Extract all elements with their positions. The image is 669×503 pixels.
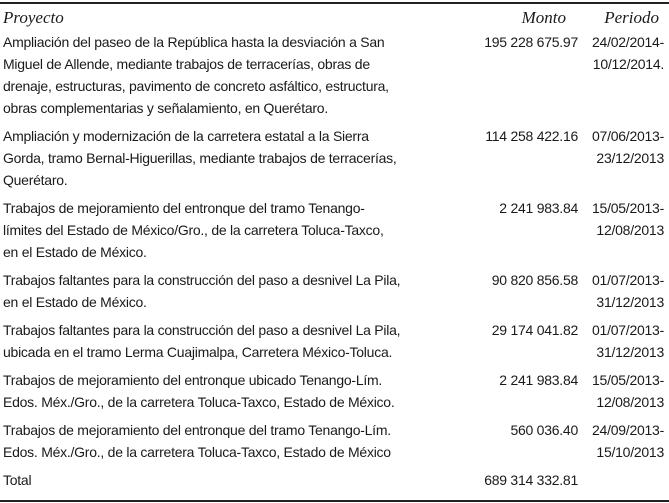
period-line: 31/12/2013 [596,294,664,310]
table-row: Ampliación y modernización de la carrete… [0,125,669,197]
amount-cell: 2 241 983.84 [499,372,579,388]
amount-cell: 560 036.40 [510,422,579,438]
period-line: 01/07/2013- [592,272,664,288]
project-line: Trabajos faltantes para la construcción … [3,272,401,288]
period-line: 12/08/2013 [596,222,664,238]
total-label: Total [3,472,32,488]
project-line: límites del Estado de México/Gro., de la… [3,222,384,238]
table-row: Trabajos faltantes para la construcción … [0,319,669,369]
amount-cell: 2 241 983.84 [499,200,579,216]
project-line: Trabajos de mejoramiento del entronque d… [3,200,365,216]
header-period: Periodo [604,7,659,27]
project-cell: Ampliación y modernización de la carrete… [0,125,432,197]
project-cell: Trabajos faltantes para la construcción … [0,269,432,319]
table-row: Trabajos de mejoramiento del entronque d… [0,197,669,269]
project-cell: Trabajos faltantes para la construcción … [0,319,432,369]
project-line: Edos. Méx./Gro., de la carretera Toluca-… [3,444,391,460]
period-cell: 24/02/2014- 10/12/2014. [592,31,669,125]
header-amount: Monto [521,7,567,27]
period-cell: 15/05/2013- 12/08/2013 [592,197,669,269]
period-line: 01/07/2013- [592,322,664,338]
period-line: 24/09/2013- [592,422,664,438]
table-row: Ampliación del paseo de la República has… [0,31,669,125]
project-line: en el Estado de México. [3,294,147,310]
amount-cell: 195 228 675.97 [484,34,579,50]
amount-cell: 29 174 041.82 [491,322,579,338]
project-cell: Ampliación del paseo de la República has… [0,31,432,125]
top-rule [0,2,669,4]
project-line: ubicada en el tramo Lerma Cuajimalpa, Ca… [3,344,393,360]
period-line: 23/12/2013 [596,150,664,166]
period-cell: 15/05/2013- 12/08/2013 [592,369,669,419]
table-row: Trabajos de mejoramiento del entronque u… [0,369,669,419]
table-row: Trabajos faltantes para la construcción … [0,269,669,319]
period-line: 07/06/2013- [592,128,664,144]
project-line: Miguel de Allende, mediante trabajos de … [3,56,370,72]
project-line: Ampliación y modernización de la carrete… [3,128,369,144]
project-line: Trabajos de mejoramiento del entronque d… [3,422,391,438]
project-line: Edos. Méx./Gro., de la carretera Toluca-… [3,394,395,410]
project-cell: Trabajos de mejoramiento del entronque u… [0,369,432,419]
amount-cell: 114 258 422.16 [485,128,579,144]
project-line: en el Estado de México. [3,244,147,260]
header-row: Proyecto Monto Periodo [0,4,669,31]
project-cell: Trabajos de mejoramiento del entronque d… [0,197,432,269]
period-cell: 07/06/2013- 23/12/2013 [592,125,669,197]
project-line: drenaje, estructuras, pavimento de concr… [3,78,389,94]
period-line: 31/12/2013 [596,344,664,360]
period-line: 15/10/2013 [596,444,664,460]
period-line: 15/05/2013- [592,200,664,216]
period-line: 15/05/2013- [592,372,664,388]
project-line: Trabajos de mejoramiento del entronque u… [3,372,383,388]
period-line: 12/08/2013 [596,394,664,410]
projects-table: Proyecto Monto Periodo Ampliación del pa… [0,4,669,491]
header-project: Proyecto [3,7,64,27]
period-line: 10/12/2014. [592,56,664,72]
project-line: Trabajos faltantes para la construcción … [3,322,401,338]
project-line: obras complementarias y señalamiento, en… [3,100,328,116]
total-row: Total 689 314 332.81 [0,469,669,491]
period-cell: 01/07/2013- 31/12/2013 [592,269,669,319]
total-amount: 689 314 332.81 [484,472,579,488]
amount-cell: 90 820 856.58 [491,272,579,288]
project-line: Gorda, tramo Bernal-Higuerillas, mediant… [3,150,397,166]
period-cell: 24/09/2013- 15/10/2013 [592,419,669,469]
project-cell: Trabajos de mejoramiento del entronque d… [0,419,432,469]
table-row: Trabajos de mejoramiento del entronque d… [0,419,669,469]
period-line: 24/02/2014- [592,34,664,50]
project-line: Querétaro. [3,172,68,188]
bottom-rule [0,500,669,502]
total-period-empty [592,469,669,491]
project-line: Ampliación del paseo de la República has… [3,34,385,50]
period-cell: 01/07/2013- 31/12/2013 [592,319,669,369]
